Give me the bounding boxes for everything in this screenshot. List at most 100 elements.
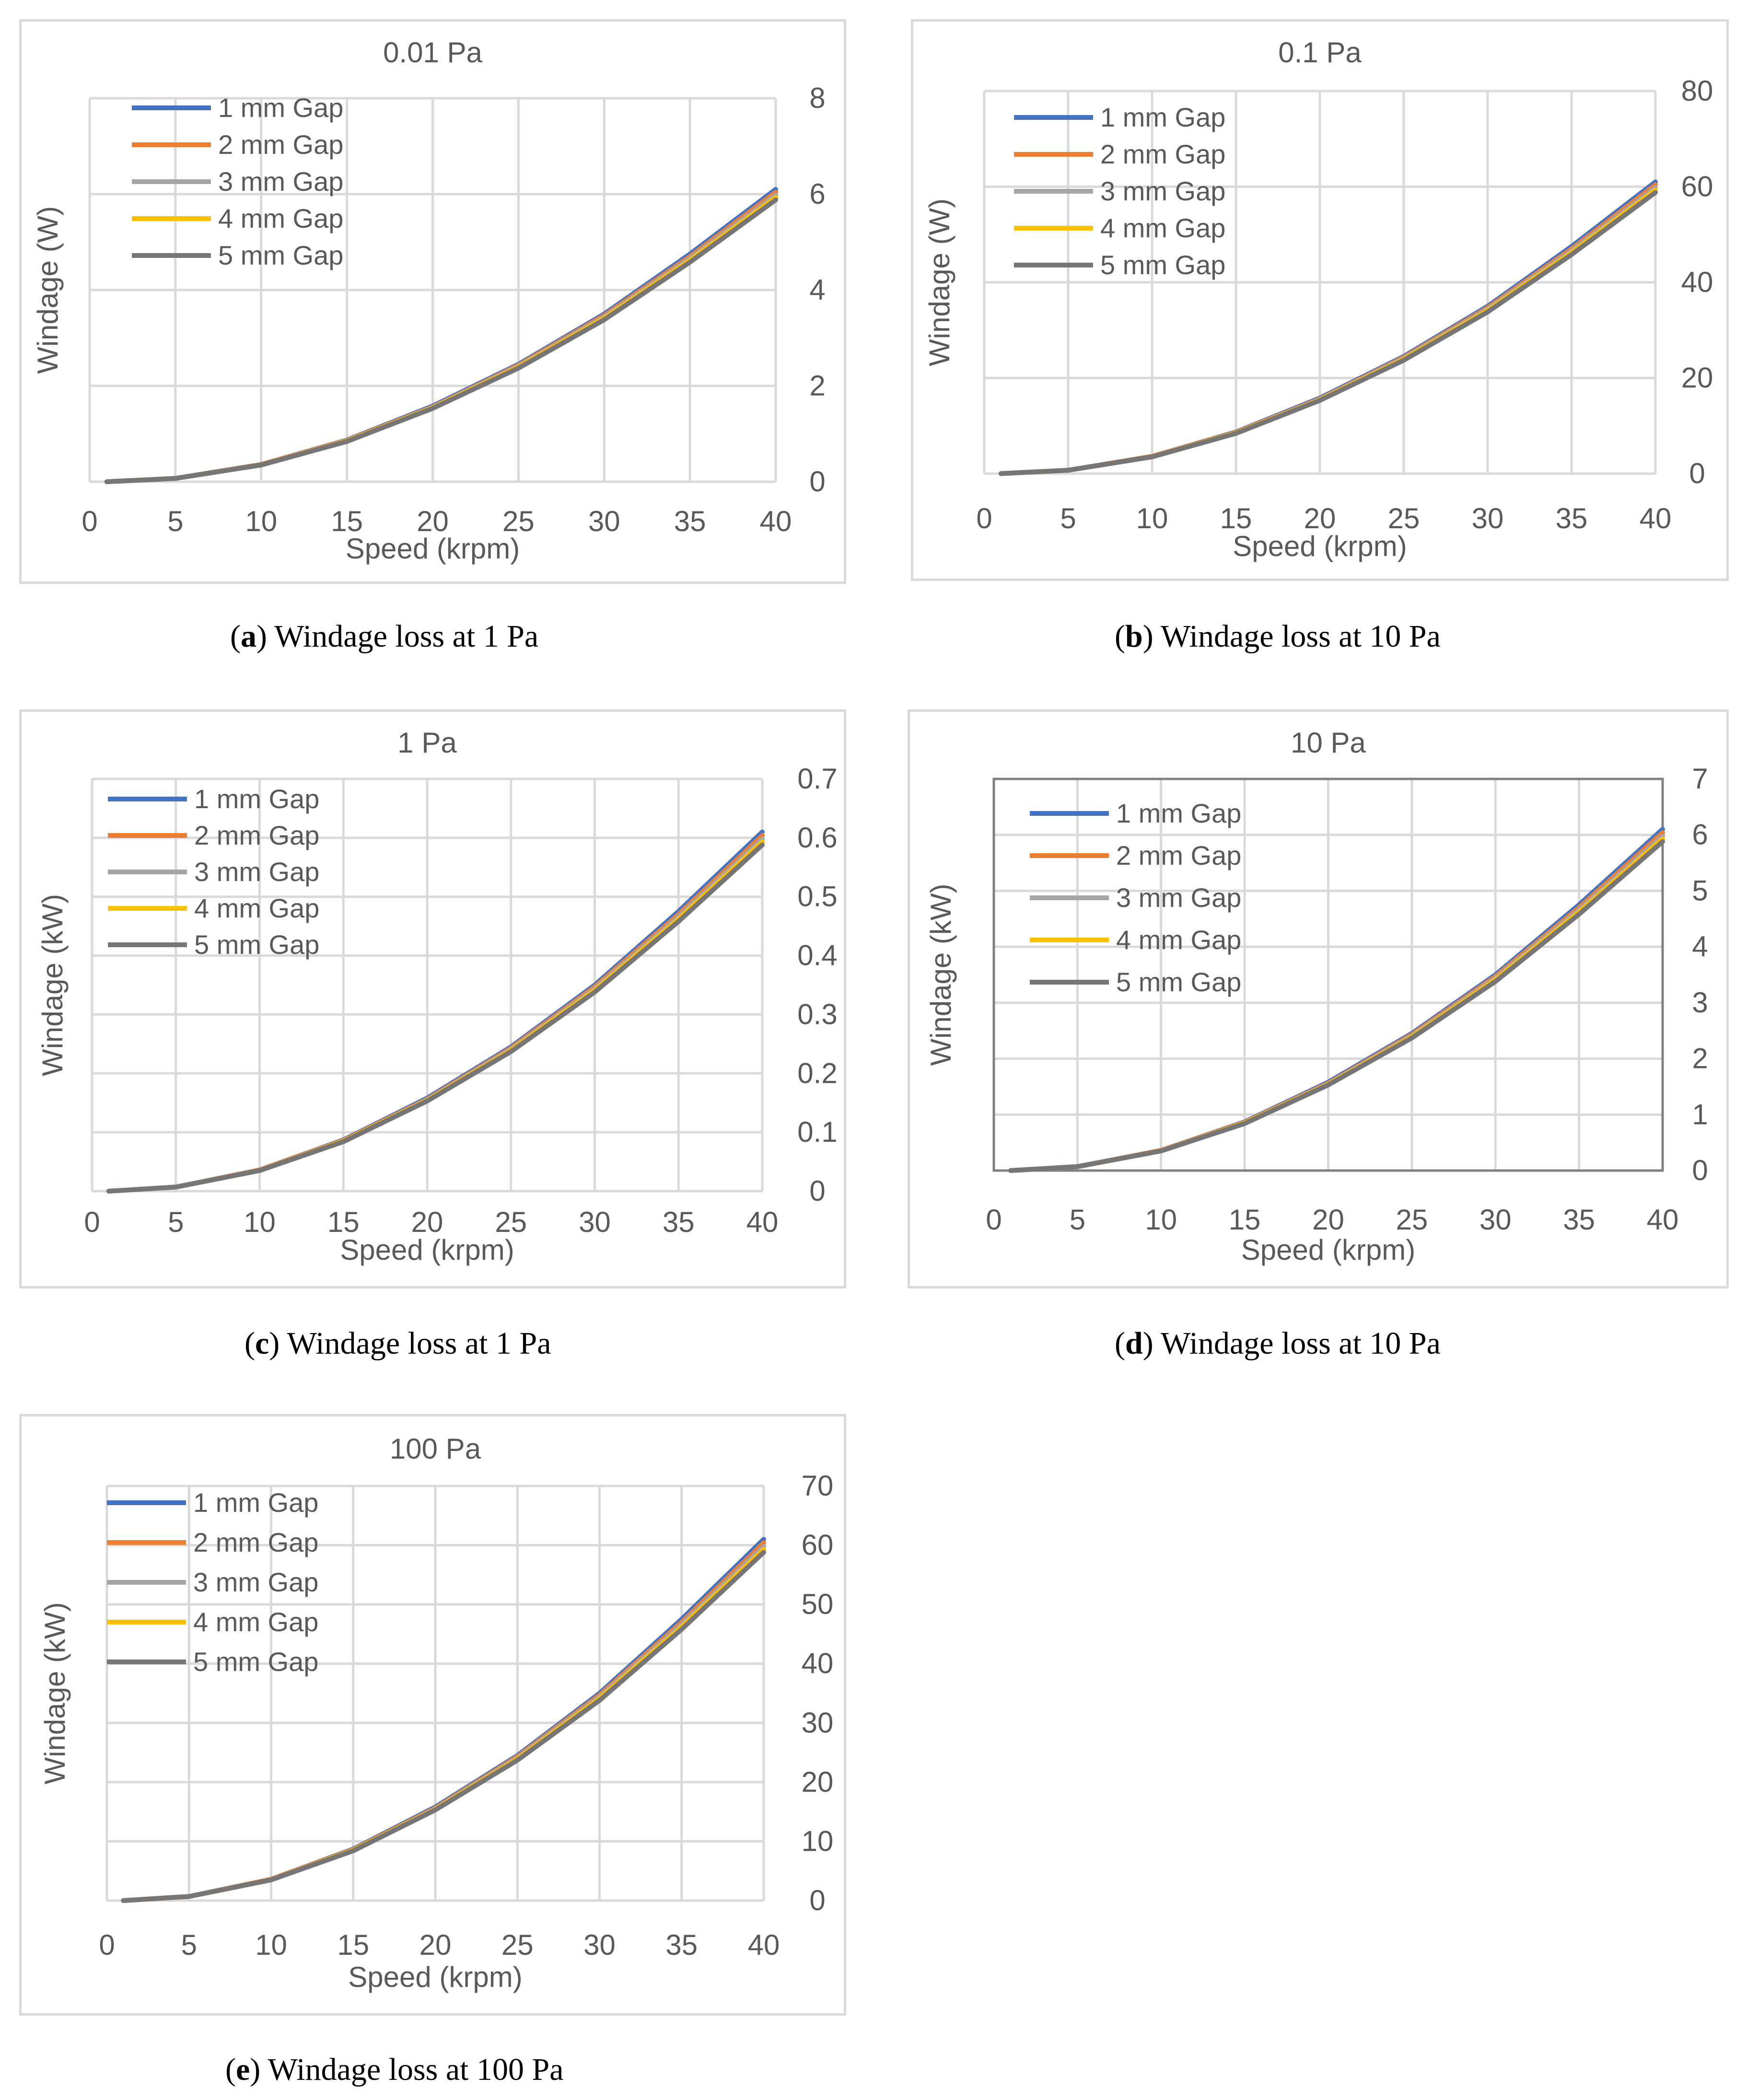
y-tick-label: 2 bbox=[809, 370, 825, 402]
x-tick-label: 40 bbox=[1647, 1204, 1679, 1236]
legend-label: 4 mm Gap bbox=[1116, 925, 1241, 955]
chart-title: 0.01 Pa bbox=[383, 36, 482, 69]
y-axis-label: Windage (kW) bbox=[36, 894, 69, 1076]
y-axis-label: Windage (W) bbox=[923, 198, 955, 366]
y-tick-label: 0 bbox=[809, 1884, 825, 1916]
legend-label: 1 mm Gap bbox=[194, 784, 319, 814]
chart-panel-c: 1 Pa 0 5 10 15 20 25 30 35 40 0 0.1 0.2 0.3 0.4 0.5 0.6 0… bbox=[19, 709, 846, 1288]
y-axis-label: Windage (W) bbox=[32, 206, 64, 374]
x-tick-label: 30 bbox=[588, 505, 620, 537]
y-tick-label: 6 bbox=[1692, 819, 1708, 851]
legend-label: 3 mm Gap bbox=[193, 1567, 318, 1597]
x-tick-label: 10 bbox=[244, 1206, 276, 1238]
x-tick-label: 40 bbox=[746, 1206, 779, 1238]
series-line bbox=[999, 182, 1658, 476]
x-tick-label: 20 bbox=[417, 505, 449, 537]
y-tick-label: 10 bbox=[802, 1825, 834, 1857]
caption-letter: e bbox=[235, 2052, 250, 2087]
y-tick-label: 0 bbox=[1689, 457, 1705, 489]
x-tick-label: 0 bbox=[82, 505, 97, 537]
caption-text: Windage loss at 100 Pa bbox=[268, 2052, 564, 2087]
x-tick-label: 5 bbox=[1070, 1204, 1085, 1236]
series-line bbox=[999, 179, 1658, 476]
x-axis-label: Speed (krpm) bbox=[346, 533, 520, 565]
x-tick-label: 0 bbox=[99, 1929, 115, 1961]
legend-label: 3 mm Gap bbox=[1116, 882, 1241, 913]
caption-text: Windage loss at 1 Pa bbox=[287, 1326, 551, 1361]
x-tick-label: 35 bbox=[663, 1206, 695, 1238]
chart-svg-a: 0.01 Pa 0 5 10 15 20 25 30 35 40 0 2 4 6 8 Speed (krpm)… bbox=[32, 36, 826, 565]
x-tick-label: 10 bbox=[255, 1929, 287, 1961]
x-tick-label: 5 bbox=[181, 1929, 197, 1961]
legend-label: 5 mm Gap bbox=[1100, 250, 1225, 280]
legend-label: 3 mm Gap bbox=[1100, 176, 1225, 206]
y-tick-label: 0.4 bbox=[797, 940, 837, 972]
series-line bbox=[106, 842, 765, 1194]
series-line bbox=[104, 190, 778, 484]
series-line bbox=[999, 187, 1658, 476]
y-tick-label: 0.6 bbox=[797, 822, 837, 854]
chart-panel-a: 0.01 Pa 0 5 10 15 20 25 30 35 40 0 2 4 6 8 Speed (krpm)… bbox=[19, 19, 846, 584]
caption-text: Windage loss at 10 Pa bbox=[1161, 1326, 1441, 1361]
x-axis-label: Speed (krpm) bbox=[1233, 530, 1407, 562]
x-tick-label: 25 bbox=[1388, 502, 1420, 534]
y-tick-label: 4 bbox=[1692, 930, 1708, 963]
x-axis-label: Speed (krpm) bbox=[1241, 1234, 1415, 1266]
x-tick-label: 10 bbox=[1136, 502, 1168, 534]
x-tick-label: 10 bbox=[1145, 1204, 1177, 1236]
x-tick-label: 5 bbox=[1060, 502, 1076, 534]
chart-title: 0.1 Pa bbox=[1278, 36, 1362, 69]
chart-panel-b: 0.1 Pa 0 5 10 15 20 25 30 35 40 0 20 40 60 80 Speed (kr… bbox=[911, 19, 1729, 581]
x-tick-label: 30 bbox=[579, 1206, 611, 1238]
caption-text: Windage loss at 1 Pa bbox=[274, 619, 539, 654]
x-tick-label: 15 bbox=[1229, 1204, 1261, 1236]
caption-e: (e) Windage loss at 100 Pa bbox=[225, 2052, 564, 2087]
x-tick-label: 15 bbox=[331, 505, 363, 537]
y-tick-label: 70 bbox=[802, 1470, 834, 1502]
legend-label: 2 mm Gap bbox=[1100, 139, 1225, 169]
plot-frame bbox=[992, 777, 1664, 1172]
legend-label: 5 mm Gap bbox=[218, 240, 343, 270]
y-axis-label: Windage (kW) bbox=[39, 1602, 71, 1784]
chart-svg-e: 100 Pa 0 5 10 15 20 25 30 35 40 0 10 20 30 40 50 60 70 Spe… bbox=[39, 1433, 834, 1993]
chart-svg-d: 10 Pa 0 5 10 15 20 25 30 35 40 0 1 2 3 4 5 6 7 Speed (krpm… bbox=[925, 727, 1708, 1266]
x-tick-label: 40 bbox=[760, 505, 792, 537]
x-tick-label: 30 bbox=[1472, 502, 1504, 534]
caption-b: (b) Windage loss at 10 Pa bbox=[1115, 619, 1441, 654]
x-tick-label: 25 bbox=[501, 1929, 534, 1961]
legend-label: 1 mm Gap bbox=[1116, 798, 1241, 828]
y-tick-label: 8 bbox=[809, 82, 825, 114]
chart-title: 1 Pa bbox=[397, 727, 457, 759]
y-tick-label: 6 bbox=[809, 178, 825, 210]
legend-label: 5 mm Gap bbox=[194, 929, 319, 960]
x-tick-label: 25 bbox=[1396, 1204, 1428, 1236]
y-tick-label: 0.1 bbox=[797, 1116, 837, 1148]
y-tick-label: 0.5 bbox=[797, 881, 837, 913]
chart-title: 100 Pa bbox=[390, 1433, 481, 1465]
y-tick-label: 1 bbox=[1692, 1098, 1708, 1130]
series-line bbox=[104, 197, 778, 484]
y-tick-label: 0.2 bbox=[797, 1057, 837, 1089]
x-tick-label: 20 bbox=[419, 1929, 452, 1961]
x-tick-label: 0 bbox=[976, 502, 992, 534]
y-tick-label: 60 bbox=[802, 1529, 834, 1561]
series-line bbox=[999, 190, 1658, 476]
legend-label: 5 mm Gap bbox=[193, 1647, 318, 1677]
y-tick-label: 0 bbox=[809, 1175, 825, 1207]
series-line bbox=[104, 193, 778, 484]
legend-label: 4 mm Gap bbox=[194, 893, 319, 923]
x-tick-label: 30 bbox=[583, 1929, 616, 1961]
series-line bbox=[1008, 836, 1665, 1173]
series-line bbox=[999, 185, 1658, 476]
chart-svg-c: 1 Pa 0 5 10 15 20 25 30 35 40 0 0.1 0.2 0.3 0.4 0.5 0.6 0… bbox=[36, 727, 838, 1266]
y-tick-label: 0.3 bbox=[797, 998, 837, 1030]
x-axis-label: Speed (krpm) bbox=[340, 1234, 514, 1266]
y-tick-label: 3 bbox=[1692, 986, 1708, 1019]
x-tick-label: 20 bbox=[1312, 1204, 1344, 1236]
series-line bbox=[1008, 827, 1665, 1173]
legend-label: 1 mm Gap bbox=[218, 93, 343, 123]
caption-c: (c) Windage loss at 1 Pa bbox=[245, 1326, 551, 1361]
caption-d: (d) Windage loss at 10 Pa bbox=[1115, 1326, 1441, 1361]
caption-text: Windage loss at 10 Pa bbox=[1161, 619, 1441, 654]
x-tick-label: 35 bbox=[1563, 1204, 1595, 1236]
